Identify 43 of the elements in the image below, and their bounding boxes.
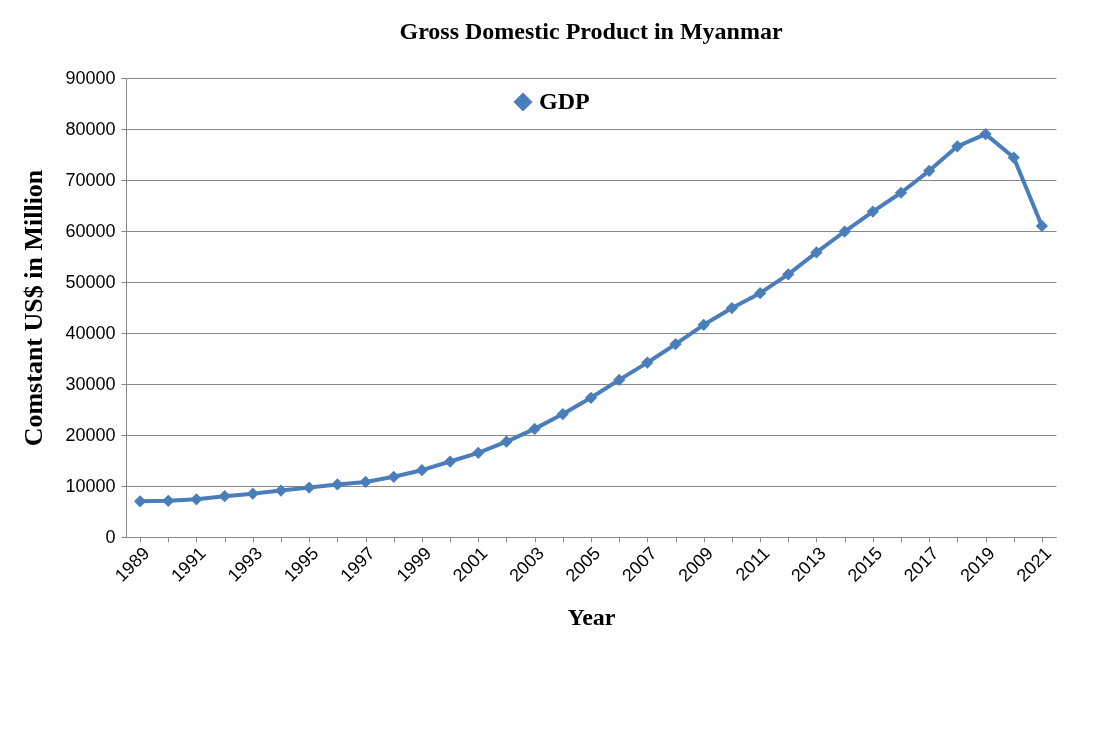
y-tick-label: 90000	[65, 67, 116, 88]
y-tick-label: 70000	[65, 169, 116, 190]
point	[472, 446, 485, 459]
point	[359, 475, 372, 489]
point	[528, 422, 541, 435]
y-tick-label: 40000	[65, 322, 116, 343]
point	[613, 373, 626, 387]
y-tick-label: 50000	[65, 271, 116, 292]
point	[697, 318, 710, 331]
point	[133, 495, 147, 508]
point	[274, 484, 288, 497]
point	[443, 455, 457, 468]
point	[190, 493, 203, 506]
point	[753, 287, 767, 300]
y-tick-label: 30000	[65, 373, 116, 394]
point	[782, 268, 795, 281]
point	[866, 205, 879, 218]
point	[584, 391, 598, 404]
point	[387, 470, 400, 483]
y-tick-label: 60000	[65, 220, 116, 241]
point	[951, 140, 964, 153]
point	[1007, 151, 1020, 164]
y-axis-title: Comstant US$ in Million	[19, 169, 49, 447]
point	[1035, 219, 1049, 233]
point	[641, 356, 654, 369]
point	[669, 338, 682, 351]
point	[246, 487, 259, 500]
point	[500, 435, 513, 448]
point	[415, 464, 429, 477]
x-axis-title: Year	[567, 603, 616, 630]
legend-label: GDP	[539, 88, 590, 114]
point	[725, 301, 739, 315]
y-tick-label: 20000	[65, 424, 116, 445]
point	[979, 127, 992, 141]
point	[810, 246, 823, 259]
chart-title: Gross Domestic Product in Myanmar	[399, 18, 783, 44]
y-tick-label: 10000	[65, 475, 116, 496]
point	[894, 186, 908, 199]
point	[556, 407, 569, 421]
point	[838, 225, 851, 238]
point	[923, 164, 936, 177]
y-tick-label: 80000	[65, 118, 116, 139]
y-tick-label: 0	[105, 526, 116, 547]
